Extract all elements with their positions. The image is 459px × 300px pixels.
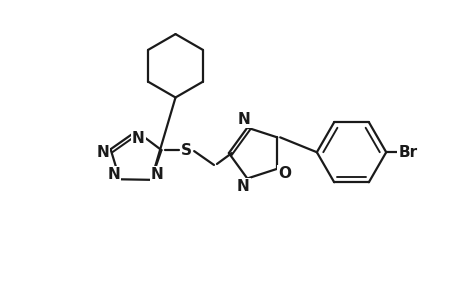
Text: N: N [236,179,249,194]
Text: N: N [132,130,145,146]
Text: N: N [237,112,250,127]
Text: Br: Br [397,145,417,160]
Text: N: N [151,167,163,182]
Text: S: S [180,142,191,158]
Text: N: N [96,145,109,160]
Text: N: N [107,167,120,182]
Text: O: O [278,166,291,181]
